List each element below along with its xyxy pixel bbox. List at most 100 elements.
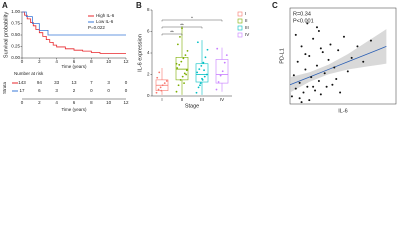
- significance-bracket: [161, 19, 223, 22]
- legend-label: I: [245, 11, 246, 16]
- point: [294, 87, 297, 90]
- point: [179, 78, 182, 81]
- point: [331, 83, 334, 86]
- legend-swatch: [237, 18, 243, 24]
- point: [221, 70, 224, 73]
- y-tick-label: 0.00: [11, 55, 20, 60]
- point: [160, 89, 163, 92]
- x-tick-label: 0: [21, 100, 24, 105]
- point: [317, 79, 320, 82]
- point: [163, 82, 166, 84]
- point: [157, 88, 160, 91]
- point: [161, 84, 164, 87]
- point: [298, 81, 301, 84]
- box: [195, 63, 209, 83]
- x-tick-label: II: [181, 97, 184, 102]
- annotation: R=0.34: [293, 11, 311, 17]
- y-tick-label: 0.50: [11, 32, 20, 37]
- p-value: P=0.022: [88, 25, 105, 30]
- point: [335, 78, 338, 81]
- point: [315, 64, 318, 67]
- point: [337, 49, 340, 52]
- point: [310, 76, 313, 79]
- point: [159, 86, 162, 89]
- y-tick-label: 6: [147, 29, 150, 34]
- panel-letter: A: [2, 1, 8, 10]
- legend-swatch: [237, 11, 243, 17]
- y-axis-label: PD-L1: [279, 48, 285, 64]
- point: [184, 54, 187, 57]
- x-tick-label: 4: [55, 100, 58, 105]
- y-tick-label: 8: [147, 7, 150, 12]
- point: [362, 60, 365, 63]
- point: [179, 35, 181, 38]
- x-tick-label: 8: [90, 59, 93, 64]
- point: [182, 57, 185, 60]
- point: [342, 35, 345, 38]
- panel-letter: C: [272, 1, 278, 10]
- risk-count: 3: [107, 80, 110, 85]
- x-axis-label: IL-6: [338, 108, 347, 114]
- x-axis-label: Time (years): [61, 107, 87, 112]
- legend-label: II: [245, 18, 248, 23]
- point: [197, 86, 200, 89]
- x-tick-label: 6: [73, 59, 76, 64]
- point: [155, 91, 158, 94]
- point: [321, 51, 324, 54]
- point: [339, 91, 342, 94]
- point: [215, 88, 218, 91]
- x-axis-label: Stage: [185, 103, 199, 109]
- point: [314, 89, 317, 92]
- confidence-band: [290, 29, 387, 93]
- point: [176, 43, 179, 46]
- point: [302, 91, 305, 94]
- point: [196, 41, 199, 44]
- point: [199, 82, 202, 84]
- point: [315, 26, 318, 29]
- point: [323, 72, 326, 75]
- point: [308, 99, 311, 102]
- point: [175, 62, 178, 65]
- y-tick-label: 1.00: [11, 9, 20, 14]
- risk-count: 0: [90, 88, 93, 93]
- point: [181, 27, 183, 30]
- significance-label: **: [180, 23, 184, 28]
- point: [294, 33, 297, 36]
- risk-count: 143: [18, 80, 26, 85]
- risk-count: 0: [107, 88, 110, 93]
- risk-count: 7: [90, 80, 93, 85]
- point: [327, 58, 330, 61]
- point: [223, 61, 226, 64]
- x-tick-label: 12: [123, 100, 129, 105]
- point: [219, 74, 222, 77]
- point: [300, 101, 303, 104]
- point: [325, 85, 328, 88]
- x-axis-label: Time (years): [61, 64, 87, 69]
- box: [215, 59, 229, 84]
- risk-count: 6: [38, 88, 41, 93]
- legend-label: III: [245, 25, 249, 30]
- box: [175, 56, 189, 81]
- point: [158, 71, 161, 74]
- point: [206, 48, 209, 51]
- point: [346, 70, 349, 73]
- legend-label: Low IL-6: [96, 19, 114, 24]
- point: [177, 84, 180, 87]
- y-tick-label: 4: [147, 50, 150, 55]
- point: [185, 73, 188, 76]
- y-tick-label: 0.75: [11, 21, 20, 26]
- point: [183, 72, 186, 75]
- point: [156, 76, 159, 79]
- point: [298, 97, 301, 100]
- y-tick-label: 0.25: [11, 44, 20, 49]
- point: [306, 85, 309, 88]
- x-tick-label: 12: [123, 59, 129, 64]
- point: [201, 77, 203, 80]
- point: [317, 30, 320, 33]
- point: [217, 81, 220, 83]
- point: [186, 49, 189, 52]
- point: [198, 68, 201, 71]
- significance-label: **: [170, 30, 174, 35]
- point: [203, 75, 206, 78]
- plot-frame: [289, 7, 397, 105]
